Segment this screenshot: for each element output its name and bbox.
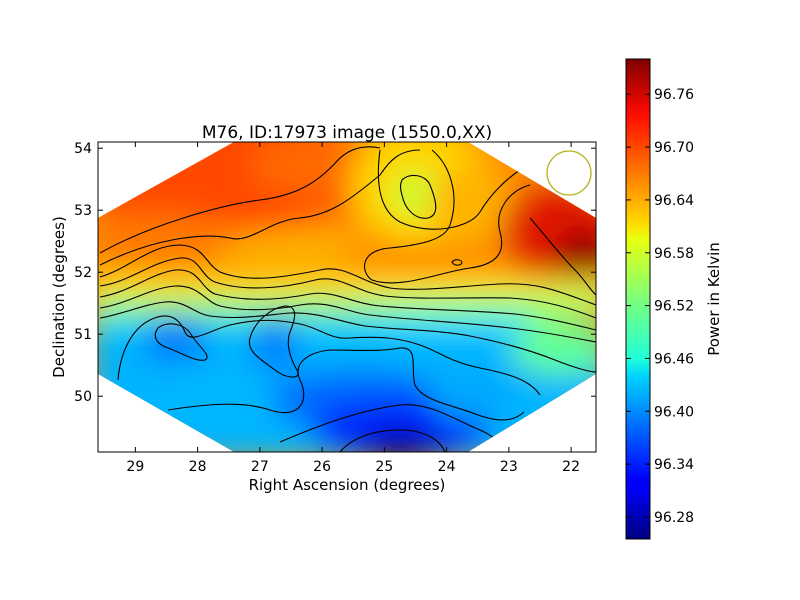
contour-line	[399, 174, 437, 219]
colorbar-tick-label: 96.40	[654, 404, 694, 420]
x-tick-label: 24	[438, 459, 456, 475]
axes: 29 28 27 26 25 24 23 22 50 51 52 53 54	[74, 141, 596, 475]
contour-line	[99, 301, 596, 373]
contour-lines	[99, 146, 596, 452]
colorbar-tick-label: 96.70	[654, 140, 694, 156]
y-tick-label: 50	[74, 389, 92, 405]
contour-line	[167, 347, 525, 421]
contour-line	[248, 305, 299, 378]
x-tick-label: 22	[562, 459, 580, 475]
plot-frame	[97, 141, 597, 453]
colorbar-ticks: 96.28 96.34 96.40 96.46 96.52 96.58 96.64 96.70…	[626, 87, 694, 526]
colorbar-label: Power in Kelvin	[705, 242, 723, 356]
beam-circle	[546, 150, 592, 196]
x-axis-label: Right Ascension (degrees)	[249, 476, 446, 494]
contour-line	[99, 149, 421, 266]
y-tick-label: 52	[74, 265, 92, 281]
contour-line	[364, 149, 531, 284]
x-tick-label: 29	[126, 459, 144, 475]
contour-line	[117, 315, 541, 396]
colorbar-tick-label: 96.58	[654, 246, 694, 262]
x-tick-label: 26	[313, 459, 331, 475]
colorbar	[625, 58, 651, 540]
contour-line	[99, 269, 596, 331]
contour-line	[99, 257, 596, 319]
contour-line	[377, 149, 521, 230]
x-tick-label: 23	[500, 459, 518, 475]
y-tick-label: 51	[74, 327, 92, 343]
x-tick-label: 28	[189, 459, 207, 475]
contour-line	[154, 323, 208, 361]
y-axis-label: Declination (degrees)	[50, 216, 68, 378]
colorbar-tick-label: 96.76	[654, 87, 694, 103]
x-tick-label: 25	[375, 459, 393, 475]
contour-line	[451, 259, 463, 266]
colorbar-tick-label: 96.28	[654, 510, 694, 526]
colorbar-tick-label: 96.46	[654, 351, 694, 367]
colorbar-tick-label: 96.64	[654, 193, 694, 209]
contour-line	[99, 244, 596, 306]
chart-title: M76, ID:17973 image (1550.0,XX)	[202, 123, 492, 143]
x-tick-label: 27	[251, 459, 269, 475]
contour-line	[339, 429, 446, 452]
colorbar-tick-label: 96.52	[654, 299, 694, 315]
contour-line	[99, 285, 596, 343]
contour-line	[529, 217, 596, 296]
y-tick-label: 53	[74, 203, 92, 219]
colorbar-tick-label: 96.34	[654, 457, 694, 473]
y-tick-label: 54	[74, 141, 92, 157]
contour-line	[99, 146, 381, 254]
